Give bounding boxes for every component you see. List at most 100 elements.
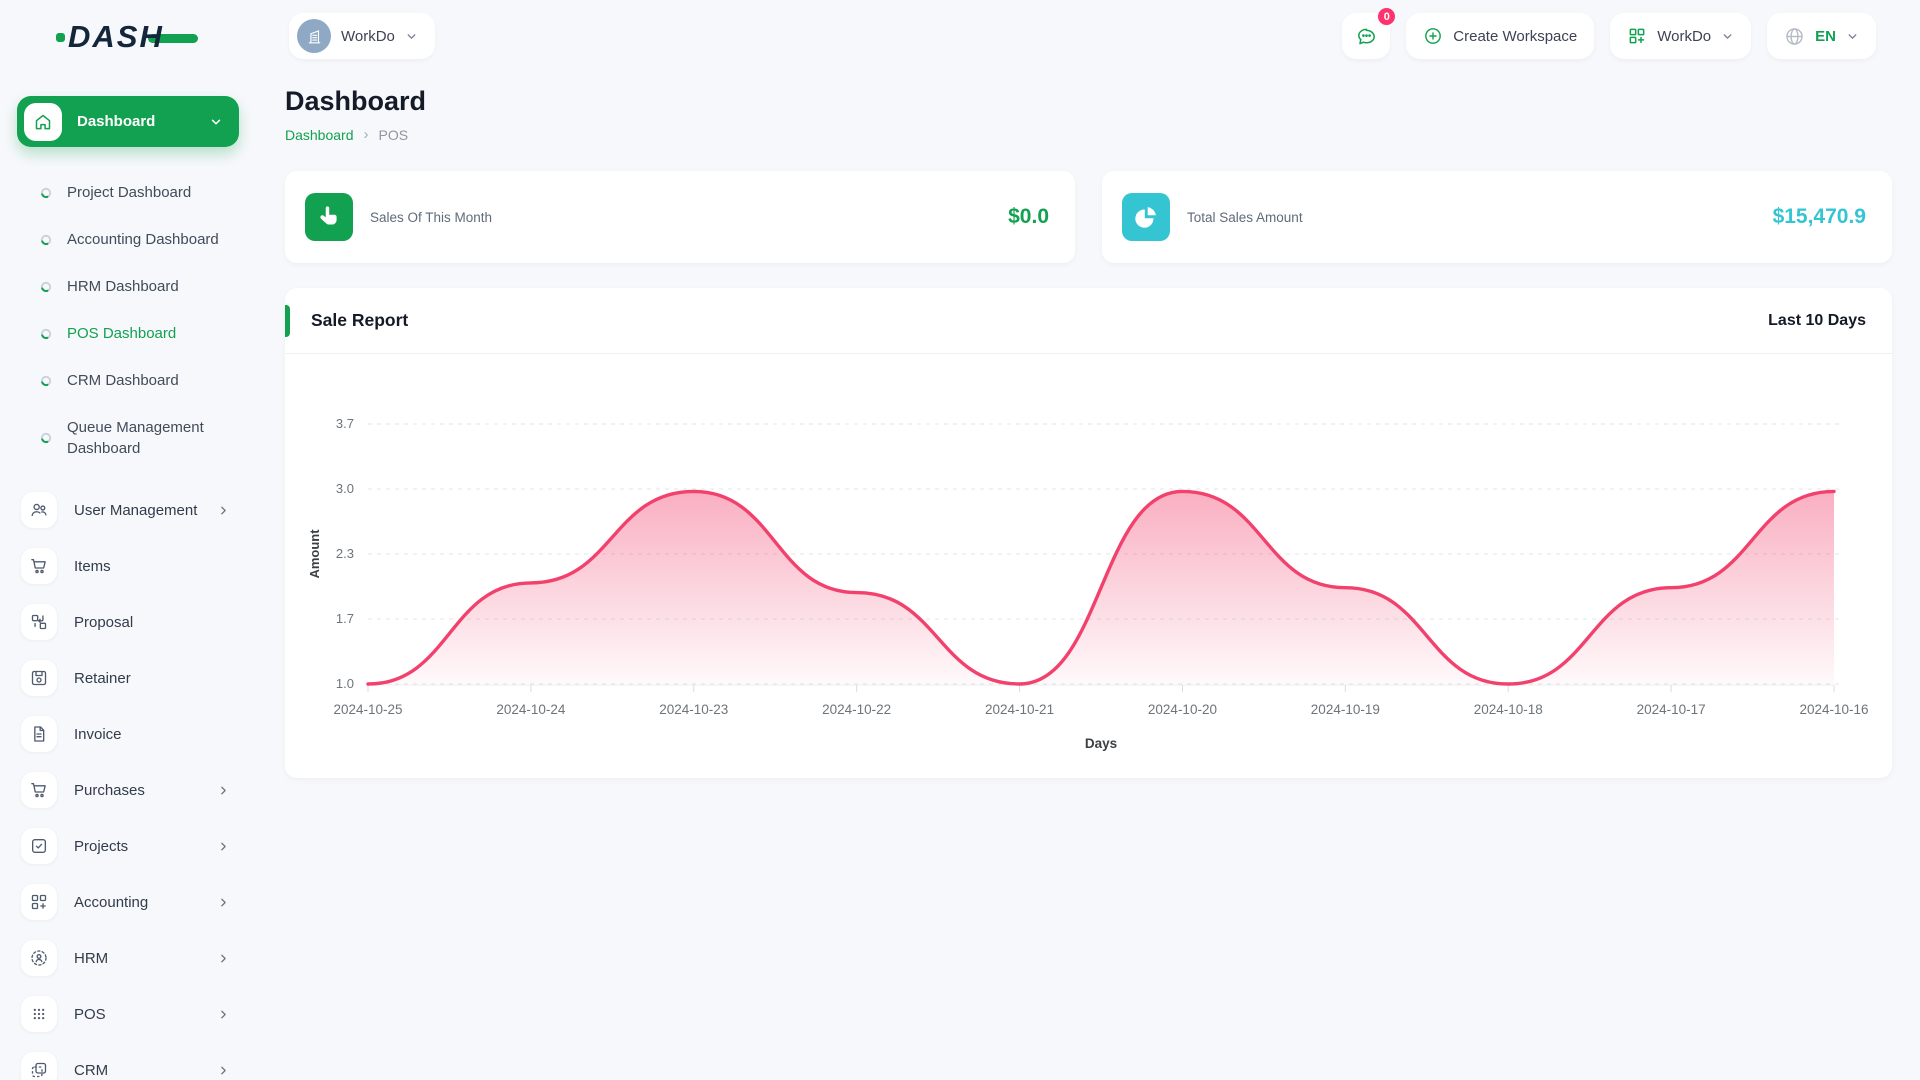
x-tick-label: 2024-10-18 — [1474, 702, 1543, 717]
chevron-down-icon — [1848, 33, 1857, 39]
bullet-icon — [40, 375, 52, 386]
workspace-avatar — [297, 19, 331, 53]
sidebar-item-pos[interactable]: POS — [0, 986, 256, 1042]
series-line — [366, 489, 1836, 686]
sidebar-item-invoice[interactable]: Invoice — [0, 706, 256, 762]
logo-dot — [56, 33, 65, 42]
sidebar-item-projects[interactable]: Projects — [0, 818, 256, 874]
sidebar-menu: User Management Items Proposal Retainer … — [0, 482, 256, 1080]
breadcrumb: Dashboard › POS — [285, 126, 1892, 143]
users-icon — [21, 492, 57, 528]
language-selector[interactable]: EN — [1767, 13, 1876, 59]
pie-chart-icon — [1135, 207, 1156, 228]
sidebar-subitem-hrm-dashboard[interactable]: HRM Dashboard — [0, 263, 256, 310]
invoice-icon — [21, 716, 57, 752]
bullet-icon — [40, 281, 52, 292]
sale-report-header: Sale Report Last 10 Days — [285, 288, 1892, 354]
main-content: Dashboard Dashboard › POS Sales Of This … — [285, 86, 1892, 778]
chevron-down-icon — [407, 33, 416, 39]
sale-report-card: Sale Report Last 10 Days 3.7 3.0 2.3 1.7 1.0… — [285, 288, 1892, 778]
tap-icon — [320, 206, 337, 225]
sidebar-item-dashboard[interactable]: Dashboard — [17, 96, 239, 147]
y-tick-label: 1.0 — [336, 676, 354, 691]
logo-dash-bar — [147, 34, 198, 43]
chevron-right-icon — [221, 842, 226, 850]
x-tick-label: 2024-10-20 — [1148, 702, 1217, 717]
create-workspace-label: Create Workspace — [1453, 27, 1578, 45]
dashboard-submenu: Project Dashboard Accounting Dashboard H… — [0, 169, 256, 472]
proposal-icon — [21, 604, 57, 640]
sidebar-item-retainer[interactable]: Retainer — [0, 650, 256, 706]
sidebar-subitem-accounting-dashboard[interactable]: Accounting Dashboard — [0, 216, 256, 263]
y-tick-label: 3.7 — [336, 416, 354, 431]
bullet-icon — [40, 432, 52, 444]
x-tick-label: 2024-10-25 — [333, 702, 402, 717]
bullet-icon — [40, 234, 52, 245]
breadcrumb-separator-icon: › — [363, 126, 369, 143]
y-tick-label: 3.0 — [336, 481, 354, 496]
chevron-right-icon — [221, 786, 226, 794]
chevron-right-icon — [221, 1010, 226, 1018]
sidebar-item-purchases[interactable]: Purchases — [0, 762, 256, 818]
y-axis-title: Amount — [307, 529, 322, 579]
workspace-switcher[interactable]: WorkDo — [289, 13, 435, 59]
bullet-icon — [40, 187, 52, 198]
projects-icon — [21, 828, 57, 864]
stat-label: Sales Of This Month — [370, 209, 493, 225]
hrm-icon — [21, 940, 57, 976]
building-icon — [308, 29, 320, 43]
language-label: EN — [1815, 27, 1836, 45]
stat-value: $15,470.9 — [1772, 205, 1866, 228]
home-icon — [35, 114, 51, 129]
sidebar-item-label: Dashboard — [77, 113, 156, 130]
breadcrumb-dashboard-link[interactable]: Dashboard — [285, 126, 354, 143]
chat-bubble-icon — [1357, 28, 1375, 44]
sidebar-item-user-management[interactable]: User Management — [0, 482, 256, 538]
sidebar-subitem-crm-dashboard[interactable]: CRM Dashboard — [0, 357, 256, 404]
chevron-down-icon — [1723, 33, 1732, 39]
chevron-right-icon — [221, 898, 226, 906]
app-logo[interactable]: DASH — [56, 19, 198, 55]
x-tick-label: 2024-10-23 — [659, 702, 728, 717]
stat-value: $0.0 — [1008, 205, 1049, 228]
workspace-menu-label: WorkDo — [1657, 27, 1712, 45]
logo-text: DASH — [68, 19, 164, 54]
bullet-icon — [40, 328, 52, 339]
chevron-right-icon — [221, 1066, 226, 1074]
retainer-icon — [21, 660, 57, 696]
x-tick-label: 2024-10-21 — [985, 702, 1054, 717]
pos-icon — [21, 996, 57, 1032]
sale-report-chart: 3.7 3.0 2.3 1.7 1.0 2024-10-25 2024-10-24 2024-… — [307, 416, 1868, 751]
stats-row: Sales Of This Month $0.0 Total Sales Amo… — [285, 171, 1892, 263]
sale-report-chart-container: 3.7 3.0 2.3 1.7 1.0 2024-10-25 2024-10-24 2024-… — [285, 354, 1892, 762]
create-workspace-button[interactable]: Create Workspace — [1406, 13, 1595, 59]
breadcrumb-current: POS — [378, 126, 409, 143]
sidebar-subitem-project-dashboard[interactable]: Project Dashboard — [0, 169, 256, 216]
x-tick-label: 2024-10-22 — [822, 702, 891, 717]
sidebar-item-hrm[interactable]: HRM — [0, 930, 256, 986]
sidebar-item-crm[interactable]: CRM — [0, 1042, 256, 1080]
sidebar: Dashboard Project Dashboard Accounting D… — [0, 72, 256, 1080]
sidebar-item-items[interactable]: Items — [0, 538, 256, 594]
stat-card-sales-of-this-month: Sales Of This Month $0.0 — [285, 171, 1075, 263]
stat-card-total-sales-amount: Total Sales Amount $15,470.9 — [1102, 171, 1892, 263]
sale-report-range: Last 10 Days — [1768, 311, 1866, 329]
top-bar: DASH WorkDo 0 Create Workspace WorkDo EN — [0, 0, 1920, 72]
x-tick-label: 2024-10-19 — [1311, 702, 1380, 717]
x-tick-label: 2024-10-16 — [1799, 702, 1868, 717]
sidebar-item-accounting[interactable]: Accounting — [0, 874, 256, 930]
chevron-right-icon — [221, 954, 226, 962]
cart-icon — [21, 772, 57, 808]
chevron-down-icon — [211, 118, 221, 125]
sale-report-title: Sale Report — [311, 310, 409, 330]
plus-circle-icon — [1425, 28, 1442, 44]
y-tick-label: 1.7 — [336, 611, 354, 626]
workspace-menu-button[interactable]: WorkDo — [1610, 13, 1752, 59]
chevron-right-icon — [221, 506, 226, 514]
sidebar-subitem-pos-dashboard[interactable]: POS Dashboard — [0, 310, 256, 357]
y-tick-label: 2.3 — [336, 546, 354, 561]
globe-icon — [1786, 27, 1803, 45]
messages-button[interactable]: 0 — [1342, 6, 1398, 59]
sidebar-item-proposal[interactable]: Proposal — [0, 594, 256, 650]
sidebar-subitem-queue-management-dashboard[interactable]: Queue Management Dashboard — [0, 404, 256, 472]
